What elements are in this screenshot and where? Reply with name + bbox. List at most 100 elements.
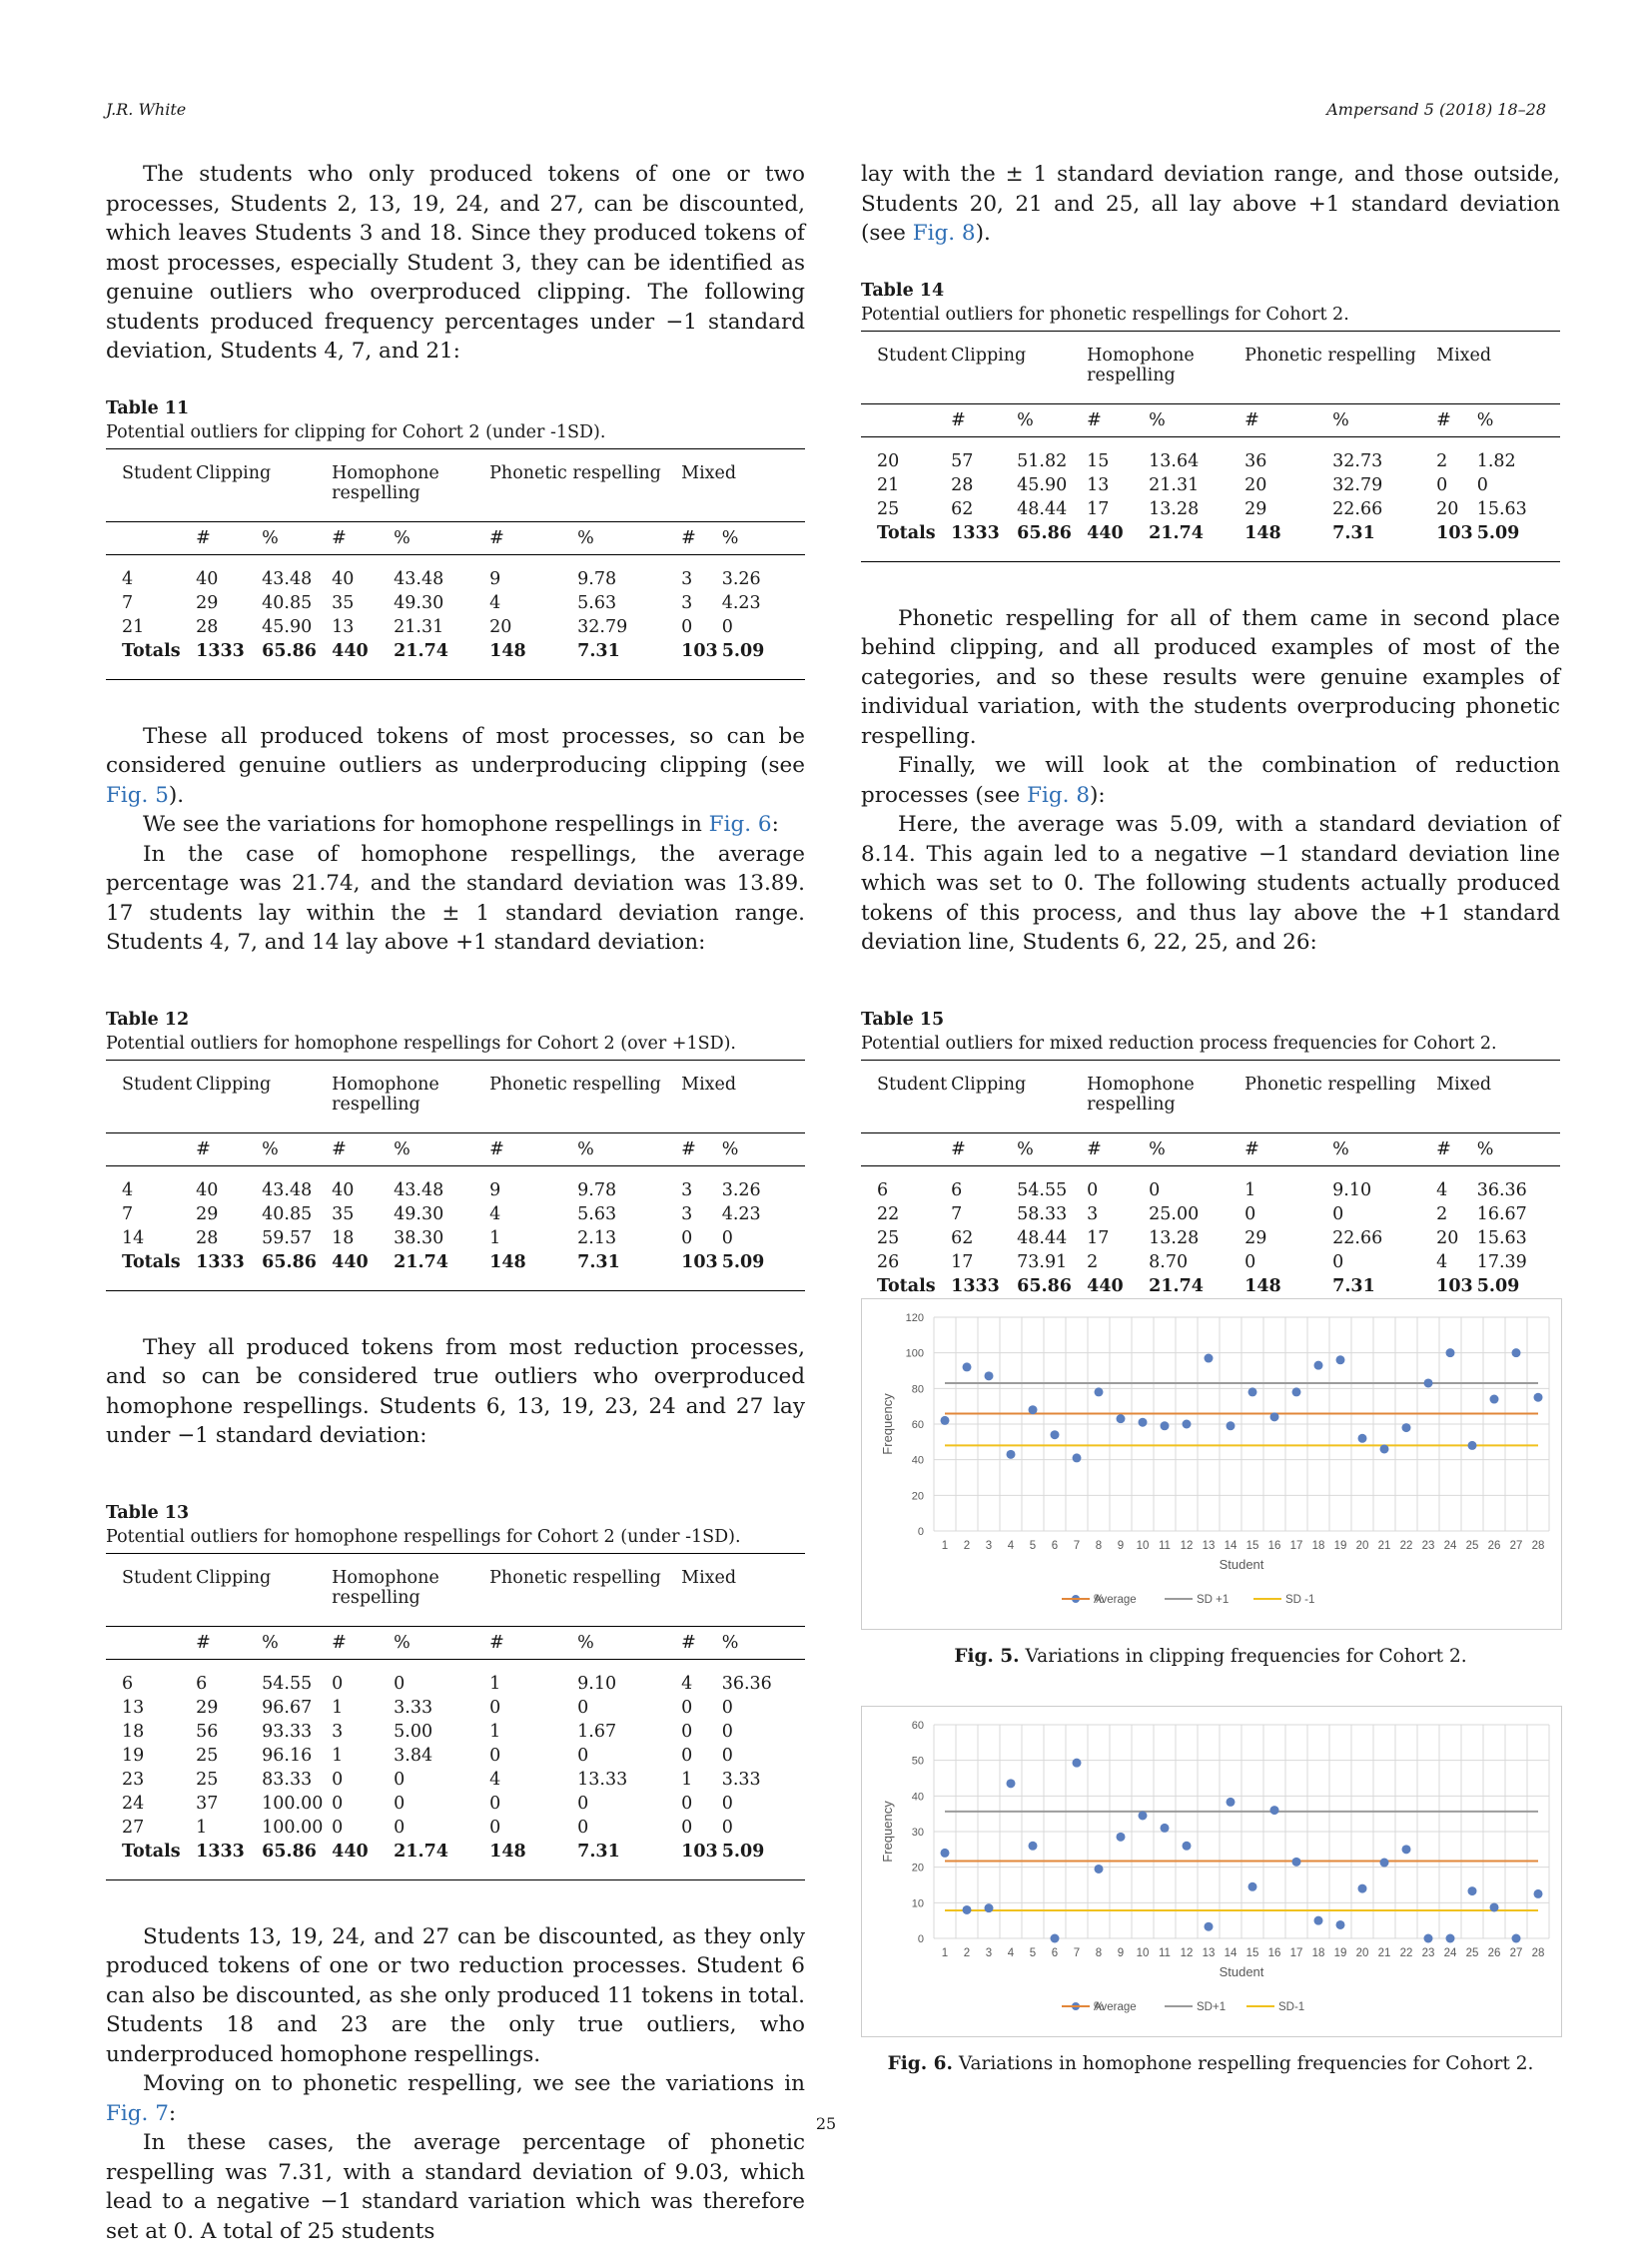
table-cell: 8.70 xyxy=(1149,1251,1189,1272)
table-title: Potential outliers for homophone respell… xyxy=(106,1526,741,1547)
subheader-count: # xyxy=(489,520,578,554)
header-clipping: Clipping xyxy=(196,1074,272,1095)
table-cell: 26 xyxy=(877,1251,900,1272)
paragraph: Here, the average was 5.09, with a stand… xyxy=(861,812,1560,955)
table-cell: 7.31 xyxy=(1332,522,1375,543)
table-cell: 1 xyxy=(489,1721,501,1742)
table-cell: 7 xyxy=(122,1203,134,1224)
subheader-count: # xyxy=(1244,1131,1333,1165)
x-tick-label: 15 xyxy=(1246,1540,1259,1552)
subheader-percent: % xyxy=(262,1131,333,1165)
table-title: Potential outliers for homophone respell… xyxy=(106,1033,736,1054)
table-cell: 103 xyxy=(681,1251,718,1272)
table-cell: 4.23 xyxy=(721,1203,761,1224)
table-cell: 0 xyxy=(681,1227,693,1248)
table-cell: 0 xyxy=(721,616,733,637)
paragraph: The students who only produced tokens of… xyxy=(106,162,805,364)
x-tick-label: 18 xyxy=(1312,1947,1325,1959)
subheader-percent: % xyxy=(262,520,333,554)
table-cell: 4 xyxy=(122,568,134,589)
fig5-link[interactable]: Fig. 5 xyxy=(106,782,169,808)
fig5-caption: Fig. 5. Variations in clipping frequenci… xyxy=(954,1646,1467,1667)
table-cell: 9.78 xyxy=(577,568,617,589)
subheader-count: # xyxy=(681,1131,722,1165)
table-cell: 65.86 xyxy=(1017,1275,1072,1296)
y-tick-label: 60 xyxy=(912,1720,924,1732)
y-tick-label: 0 xyxy=(918,1526,924,1538)
data-point xyxy=(1138,1811,1148,1821)
table-cell: 1333 xyxy=(196,1251,245,1272)
subheader-percent: % xyxy=(721,1131,805,1165)
table-cell: 5.09 xyxy=(1476,1275,1520,1296)
header-homophone: Homophone respelling xyxy=(332,1567,439,1608)
table-caption: Table 14 Potential outliers for phonetic… xyxy=(861,279,1560,327)
header-phonetic: Phonetic respelling xyxy=(489,462,661,483)
table-cell: 100.00 xyxy=(262,1817,324,1838)
table-header-row: Student Clipping Homophone respelling Phone… xyxy=(861,331,1560,403)
fig8-link[interactable]: Fig. 8 xyxy=(1027,782,1091,808)
table-subheader-row: #% #% #% #% xyxy=(106,520,805,554)
table-cell: 1.82 xyxy=(1476,450,1516,471)
table-cell: 21.74 xyxy=(1149,1275,1204,1296)
table-cell: 9.10 xyxy=(577,1673,617,1694)
table-cell: 29 xyxy=(196,1203,219,1224)
table-row: 7 29 40.85 35 49.30 4 5.63 3 4.23 xyxy=(106,1204,805,1228)
x-tick-label: 13 xyxy=(1203,1947,1216,1959)
data-point xyxy=(1247,1387,1257,1397)
data-point xyxy=(1533,1888,1543,1898)
subheader-percent: % xyxy=(1017,402,1088,436)
table-cell: 2 xyxy=(1087,1251,1099,1272)
subheader-count: # xyxy=(489,1131,578,1165)
header-clipping: Clipping xyxy=(951,1074,1027,1095)
paragraph: Moving on to phonetic respelling, we see… xyxy=(106,2071,805,2126)
table-cell: 25 xyxy=(196,1745,219,1766)
data-point xyxy=(1335,1355,1345,1365)
legend-label: Average xyxy=(1094,2001,1137,2013)
data-point xyxy=(1357,1433,1367,1443)
data-point xyxy=(1182,1841,1192,1851)
header-student: Student xyxy=(122,1074,193,1095)
table-cell: 0 xyxy=(681,1745,693,1766)
table-cell: 0 xyxy=(394,1817,406,1838)
table-cell: 4 xyxy=(489,1769,501,1790)
header-mixed: Mixed xyxy=(681,462,737,483)
data-point xyxy=(1357,1883,1367,1893)
table-subheader-row: #% #% #% #% xyxy=(106,1131,805,1165)
table-cell: 73.91 xyxy=(1017,1251,1068,1272)
table-cell: 35 xyxy=(332,1203,355,1224)
table-cell: 13.28 xyxy=(1149,1227,1200,1248)
table-cell: 0 xyxy=(577,1745,589,1766)
table-cell: 36 xyxy=(1244,450,1267,471)
table-cell: 6 xyxy=(196,1673,208,1694)
y-tick-label: 30 xyxy=(912,1827,924,1839)
fig7-link[interactable]: Fig. 7 xyxy=(106,2100,169,2126)
table-cell: 5.63 xyxy=(577,592,617,613)
table-cell: 1 xyxy=(332,1697,344,1718)
table-cell: 43.48 xyxy=(394,568,444,589)
data-point xyxy=(1379,1444,1389,1454)
x-tick-label: 6 xyxy=(1052,1540,1058,1552)
data-point xyxy=(1116,1832,1126,1842)
table-cell: 5.09 xyxy=(721,640,765,661)
header-mixed: Mixed xyxy=(681,1567,737,1588)
fig6-link[interactable]: Fig. 6 xyxy=(708,812,772,837)
table-cell: 1.67 xyxy=(577,1721,617,1742)
table-cell: 103 xyxy=(1436,1275,1473,1296)
x-tick-label: 9 xyxy=(1118,1947,1124,1959)
table-row: 24 37 100.00 0 0 0 0 0 0 xyxy=(106,1794,805,1818)
x-tick-label: 1 xyxy=(942,1947,948,1959)
table-cell: 23 xyxy=(122,1769,145,1790)
y-tick-label: 10 xyxy=(912,1897,924,1909)
x-axis-label: Student xyxy=(1220,1557,1264,1572)
data-point xyxy=(1445,1348,1455,1358)
table-cell: 28 xyxy=(196,616,219,637)
table-cell: 148 xyxy=(1244,522,1281,543)
table-row: 23 25 83.33 0 0 4 13.33 1 3.33 xyxy=(106,1770,805,1794)
table-label: Table 11 xyxy=(106,397,190,418)
fig8-link[interactable]: Fig. 8 xyxy=(912,221,976,246)
table-cell: 49.30 xyxy=(394,1203,444,1224)
data-point xyxy=(1226,1421,1236,1431)
table-header-row: Student Clipping Homophone respelling Phone… xyxy=(861,1060,1560,1132)
table-cell: 0 xyxy=(721,1793,733,1814)
